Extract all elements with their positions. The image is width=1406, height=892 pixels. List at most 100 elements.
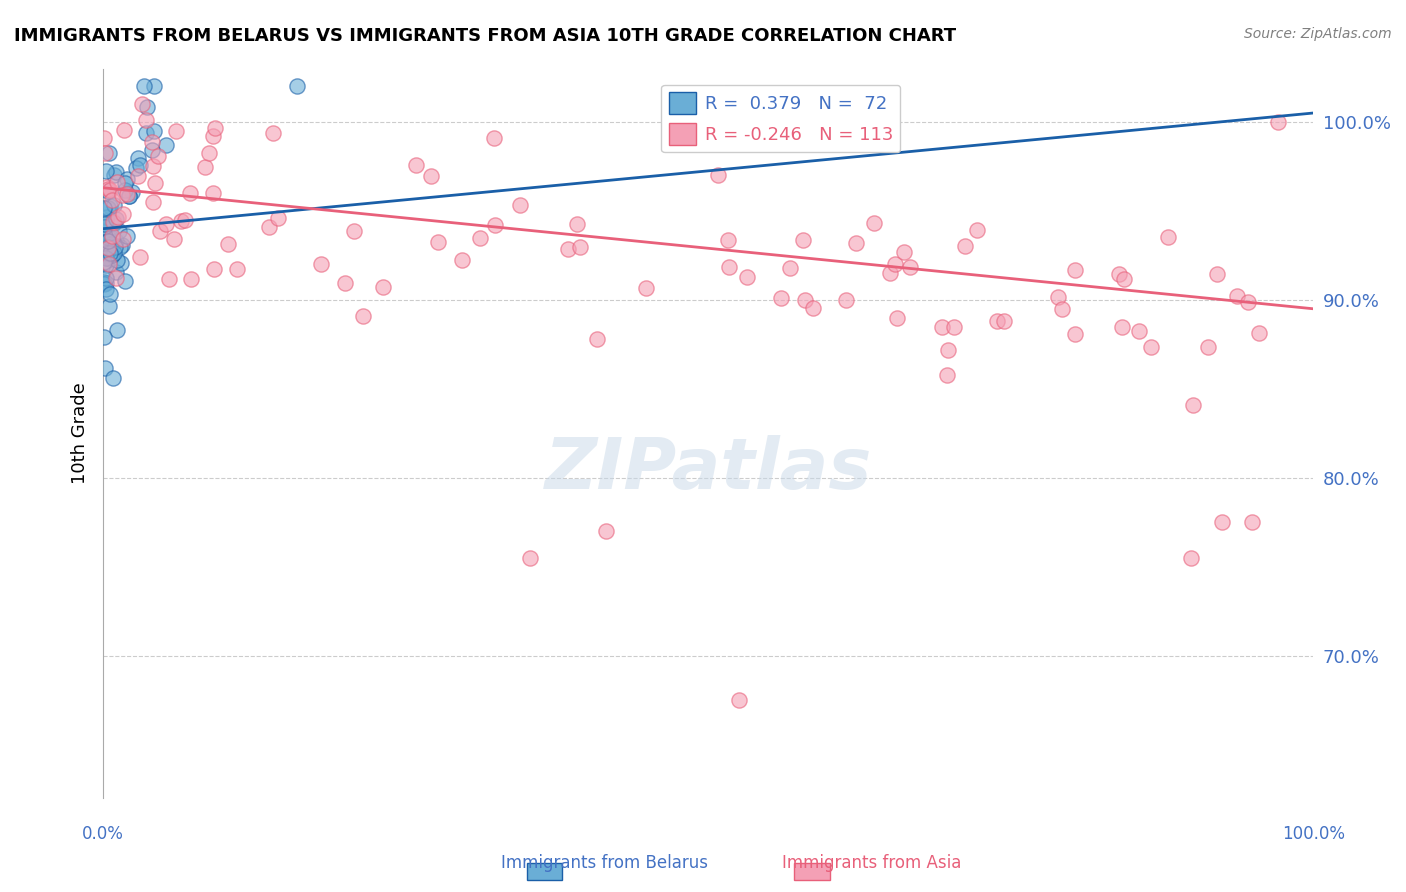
Point <box>204 120 226 135</box>
Point <box>634 281 657 295</box>
Text: IMMIGRANTS FROM BELARUS VS IMMIGRANTS FROM ASIA 10TH GRADE CORRELATION CHART: IMMIGRANTS FROM BELARUS VS IMMIGRANTS FR… <box>14 27 956 45</box>
Point <box>127 152 149 166</box>
Point <box>1064 327 1087 342</box>
Point <box>1267 115 1289 129</box>
Point <box>717 233 740 247</box>
Point <box>103 169 125 183</box>
Point <box>1206 267 1229 281</box>
Point <box>352 309 374 323</box>
Point <box>262 126 284 140</box>
Point <box>105 323 128 337</box>
Point <box>801 301 824 315</box>
Point <box>93 201 115 215</box>
Point <box>155 138 177 153</box>
Point <box>174 213 197 227</box>
Point <box>103 197 125 211</box>
Point <box>1211 516 1233 530</box>
Point <box>96 210 118 224</box>
Point <box>202 129 225 144</box>
Point <box>125 161 148 175</box>
Point <box>197 145 219 160</box>
Point <box>257 219 280 234</box>
Point <box>163 232 186 246</box>
Point <box>93 245 115 260</box>
Point <box>343 224 366 238</box>
Point <box>728 693 751 707</box>
Point <box>468 231 491 245</box>
Point <box>94 213 117 227</box>
Text: 0.0%: 0.0% <box>82 825 124 843</box>
Point <box>97 184 120 198</box>
Point <box>101 371 124 385</box>
Point <box>105 164 128 178</box>
Point <box>1226 289 1249 303</box>
Point <box>93 130 115 145</box>
Point <box>97 230 120 244</box>
Text: 100.0%: 100.0% <box>1282 825 1344 843</box>
Point <box>112 232 135 246</box>
Point <box>165 124 187 138</box>
Point <box>146 149 169 163</box>
Point <box>98 252 121 266</box>
Point <box>98 183 121 197</box>
Point <box>104 240 127 254</box>
Point <box>115 186 138 201</box>
Point <box>108 224 131 238</box>
Point <box>115 171 138 186</box>
Point <box>170 213 193 227</box>
Point <box>735 270 758 285</box>
Point <box>94 239 117 253</box>
Point <box>835 293 858 307</box>
Point <box>94 282 117 296</box>
Point <box>482 131 505 145</box>
Point <box>118 188 141 202</box>
Point <box>112 207 135 221</box>
Point <box>98 199 121 213</box>
Point <box>883 257 905 271</box>
Point <box>94 145 117 160</box>
Point <box>893 244 915 259</box>
Point <box>105 265 128 279</box>
Point <box>953 239 976 253</box>
Y-axis label: 10th Grade: 10th Grade <box>72 383 89 484</box>
Point <box>110 256 132 270</box>
Point <box>792 233 814 247</box>
Point <box>105 175 128 189</box>
Point <box>97 240 120 254</box>
Point <box>707 168 730 182</box>
Point <box>419 169 441 184</box>
Point <box>142 124 165 138</box>
Point <box>96 179 118 194</box>
Point <box>1111 320 1133 334</box>
Point <box>180 271 202 285</box>
Point <box>96 251 118 265</box>
Point <box>157 271 180 285</box>
Point <box>97 201 120 215</box>
Point <box>143 176 166 190</box>
Point <box>373 280 395 294</box>
Point <box>108 239 131 253</box>
Point <box>311 257 333 271</box>
Point <box>333 276 356 290</box>
Point <box>285 79 308 94</box>
Point <box>141 143 163 157</box>
Point <box>135 112 157 127</box>
Point <box>93 254 115 268</box>
Point <box>114 274 136 288</box>
Point <box>202 186 225 200</box>
Point <box>405 158 427 172</box>
Point <box>107 210 129 224</box>
Point <box>427 235 450 249</box>
Point <box>1156 229 1178 244</box>
Point <box>1237 294 1260 309</box>
Point <box>267 211 290 225</box>
Point <box>586 332 609 346</box>
Point <box>1182 398 1205 412</box>
Point <box>718 260 741 275</box>
Point <box>1180 550 1202 565</box>
Point <box>96 246 118 260</box>
Point <box>142 194 165 209</box>
Point <box>1128 324 1150 338</box>
Point <box>97 146 120 161</box>
Point <box>94 220 117 235</box>
